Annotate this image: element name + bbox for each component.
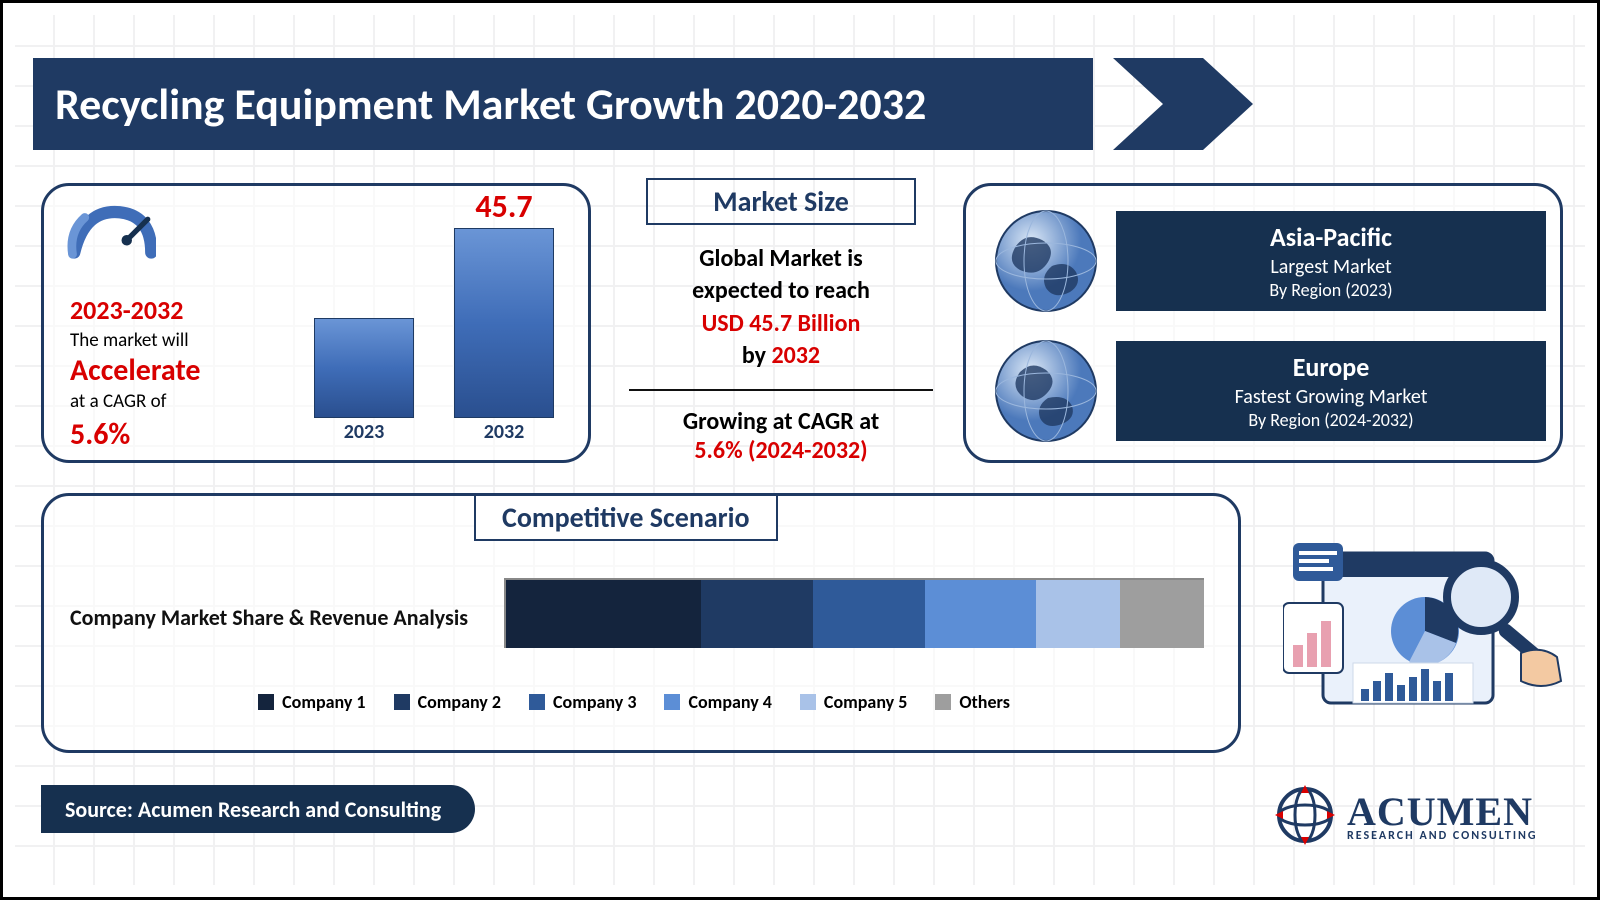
- stack-segment: [701, 580, 813, 648]
- stacked-bar: [504, 578, 1204, 648]
- region2-by: By Region (2024-2032): [1128, 409, 1534, 431]
- ms-l3: by 2032: [621, 340, 941, 372]
- title-bar: Recycling Equipment Market Growth 2020-2…: [33, 58, 1093, 150]
- region1-by: By Region (2023): [1128, 279, 1534, 301]
- legend-label: Company 5: [824, 691, 907, 713]
- accelerate-text: 2023-2032 The market will Accelerate at …: [70, 294, 270, 453]
- bar-chart: 2023203245.7: [294, 206, 574, 446]
- logo-text: ACUMEN RESEARCH AND CONSULTING: [1347, 788, 1538, 843]
- region-box-1: Asia-Pacific Largest Market By Region (2…: [1116, 211, 1546, 311]
- logo-name: ACUMEN: [1347, 788, 1538, 835]
- stack-segment: [813, 580, 925, 648]
- stack-segment: [925, 580, 1037, 648]
- ms-l2: expected to reach: [621, 275, 941, 307]
- market-size-grow: Growing at CAGR at 5.6% (2024-2032): [621, 407, 941, 465]
- accel-years: 2023-2032: [70, 294, 270, 327]
- bar: [454, 228, 554, 418]
- region2-name: Europe: [1128, 351, 1534, 383]
- logo-sub: RESEARCH AND CONSULTING: [1347, 829, 1538, 843]
- legend-item: Others: [935, 691, 1010, 713]
- region1-name: Asia-Pacific: [1128, 221, 1534, 253]
- brand-logo: ACUMEN RESEARCH AND CONSULTING: [1273, 775, 1573, 855]
- legend-item: Company 3: [529, 691, 636, 713]
- competitive-label: Company Market Share & Revenue Analysis: [70, 604, 468, 631]
- accelerate-panel: 2023-2032 The market will Accelerate at …: [41, 183, 591, 463]
- competitive-panel: Competitive Scenario Company Market Shar…: [41, 493, 1241, 753]
- region1-desc: Largest Market: [1128, 255, 1534, 279]
- competitive-title: Competitive Scenario: [474, 494, 778, 541]
- legend-swatch-icon: [529, 694, 545, 710]
- bar-value-label: 45.7: [454, 187, 554, 226]
- divider: [629, 389, 933, 391]
- region-box-2: Europe Fastest Growing Market By Region …: [1116, 341, 1546, 441]
- speedometer-icon: [66, 200, 156, 270]
- market-size-block: Market Size Global Market is expected to…: [621, 178, 941, 465]
- region-row-1: Asia-Pacific Largest Market By Region (2…: [986, 206, 1546, 316]
- logo-globe-icon: [1273, 783, 1337, 847]
- globe-icon: [986, 206, 1106, 316]
- grow-l1: Growing at CAGR at: [621, 407, 941, 436]
- legend: Company 1 Company 2 Company 3 Company 4 Comp…: [254, 691, 1014, 713]
- legend-item: Company 2: [394, 691, 501, 713]
- globe-icon: [986, 336, 1106, 446]
- legend-swatch-icon: [935, 694, 951, 710]
- legend-swatch-icon: [800, 694, 816, 710]
- legend-swatch-icon: [258, 694, 274, 710]
- title-arrow-icon: [1113, 58, 1253, 150]
- market-size-body: Global Market is expected to reach USD 4…: [621, 243, 941, 373]
- legend-item: Company 5: [800, 691, 907, 713]
- ms-l3a: by: [742, 341, 772, 370]
- bar-year-label: 2023: [314, 420, 414, 444]
- regions-panel: Asia-Pacific Largest Market By Region (2…: [963, 183, 1563, 463]
- region-row-2: Europe Fastest Growing Market By Region …: [986, 336, 1546, 446]
- region2-desc: Fastest Growing Market: [1128, 385, 1534, 409]
- stack-segment: [1120, 580, 1204, 648]
- ms-l1: Global Market is: [621, 243, 941, 275]
- analytics-illustration-icon: [1283, 513, 1563, 743]
- legend-item: Company 4: [664, 691, 771, 713]
- legend-item: Company 1: [258, 691, 365, 713]
- stack-segment: [1036, 580, 1120, 648]
- legend-label: Company 4: [688, 691, 771, 713]
- bar: [314, 318, 414, 418]
- legend-swatch-icon: [664, 694, 680, 710]
- legend-label: Others: [959, 691, 1010, 713]
- legend-label: Company 3: [553, 691, 636, 713]
- ms-value: USD 45.7 Billion: [621, 308, 941, 340]
- accel-line1: The market will: [70, 329, 270, 353]
- accel-line2: at a CAGR of: [70, 390, 270, 414]
- source-pill: Source: Acumen Research and Consulting: [41, 785, 475, 833]
- accel-word: Accelerate: [70, 352, 270, 390]
- legend-label: Company 2: [418, 691, 501, 713]
- market-size-title: Market Size: [646, 178, 916, 225]
- grow-l2: 5.6% (2024-2032): [621, 436, 941, 465]
- legend-label: Company 1: [282, 691, 365, 713]
- stack-segment: [506, 580, 701, 648]
- ms-l3b: 2032: [771, 341, 820, 370]
- accel-cagr: 5.6%: [70, 416, 270, 454]
- bar-year-label: 2032: [454, 420, 554, 444]
- legend-swatch-icon: [394, 694, 410, 710]
